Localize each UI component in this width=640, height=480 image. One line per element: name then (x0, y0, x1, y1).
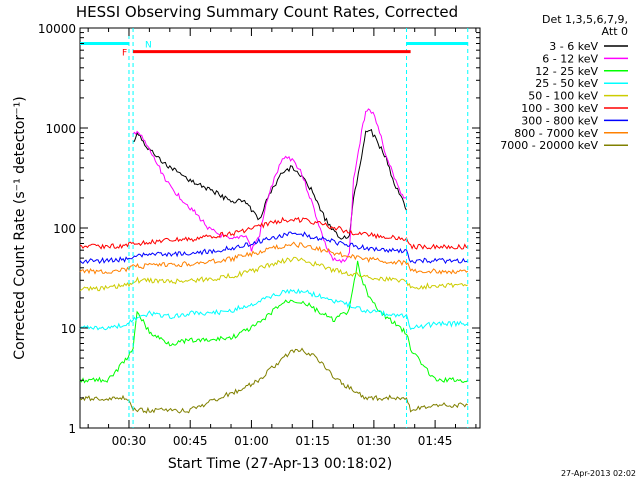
x-tick-label: 01:15 (295, 434, 330, 448)
legend-header-line-2: Att 0 (602, 25, 628, 38)
y-tick-label: 1 (68, 422, 76, 436)
series-line-4 (79, 288, 468, 331)
axes-layer: 1 10 100 1000 10000 00:30 00:45 01:00 01:15 01:30… (38, 22, 480, 448)
legend-label-2: 6 - 12 keV (542, 52, 598, 65)
x-axis-label: Start Time (27-Apr-13 00:18:02) (168, 456, 392, 472)
legend-label-9: 7000 - 20000 keV (500, 139, 598, 152)
y-tick-label: 1000 (45, 122, 76, 136)
series-line-6 (79, 216, 469, 250)
series-line-5 (79, 256, 469, 292)
y-axis-label: Corrected Count Rate (s⁻¹ detector⁻¹) (12, 96, 28, 359)
timestamp: 27-Apr-2013 02:02 (561, 469, 636, 478)
plot-area (79, 27, 481, 429)
legend-label-7: 300 - 800 keV (521, 114, 598, 127)
x-tick-label: 00:30 (112, 434, 147, 448)
chart-title: HESSI Observing Summary Count Rates, Cor… (76, 3, 458, 21)
legend-label-1: 3 - 6 keV (549, 40, 598, 53)
night-flag-label: N (145, 40, 152, 50)
legend-label-5: 50 - 100 keV (528, 90, 598, 103)
x-tick-label: 01:30 (357, 434, 392, 448)
x-tick-label: 00:45 (173, 434, 208, 448)
series-line-7 (79, 231, 469, 265)
series-line-2 (132, 108, 407, 264)
x-tick-label: 01:00 (234, 434, 269, 448)
x-tick-label: 01:45 (418, 434, 453, 448)
legend-header-line-1: Det 1,3,5,6,7,9, (542, 13, 628, 26)
series-line-3 (79, 260, 469, 384)
legend-label-3: 12 - 25 keV (535, 65, 598, 78)
legend-label-4: 25 - 50 keV (535, 77, 598, 90)
y-tick-label: 10 (61, 322, 76, 336)
flare-flag-label: F (122, 49, 127, 59)
legend-label-8: 800 - 7000 keV (514, 127, 598, 140)
plot-layer: NF (79, 28, 469, 428)
series-line-8 (79, 241, 469, 275)
series-line-1 (133, 128, 407, 240)
y-tick-label: 100 (53, 222, 76, 236)
y-tick-label: 10000 (38, 22, 76, 36)
legend-label-6: 100 - 300 keV (521, 102, 598, 115)
series-line-9 (79, 347, 469, 414)
